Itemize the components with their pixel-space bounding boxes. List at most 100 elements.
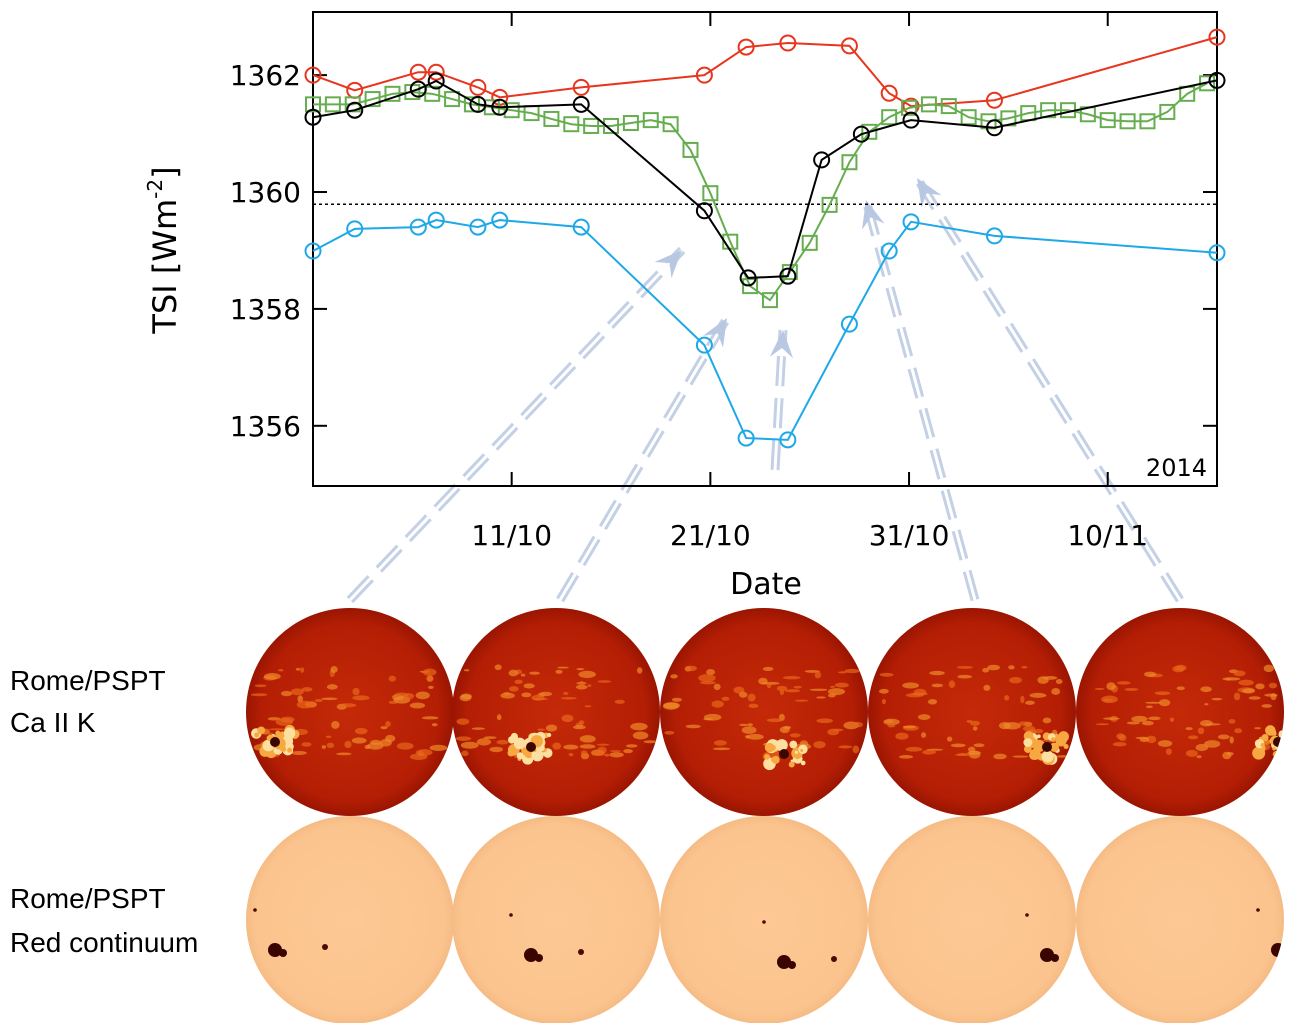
facula (785, 689, 800, 692)
facula (670, 674, 677, 678)
facula (287, 748, 292, 753)
facula (497, 714, 502, 720)
facula (422, 716, 439, 719)
facula (336, 753, 351, 756)
facula (1200, 686, 1212, 692)
facula (327, 743, 335, 749)
facula (1096, 723, 1109, 725)
facula (1284, 743, 1290, 755)
facula (355, 728, 368, 734)
facula (1242, 688, 1255, 693)
facula (580, 744, 596, 748)
facula (417, 751, 424, 757)
sunspot (1282, 949, 1290, 957)
facula (521, 674, 525, 677)
facula (828, 693, 836, 697)
facula (464, 669, 469, 671)
facula (1177, 686, 1185, 690)
facula (1264, 665, 1274, 672)
facula (957, 675, 972, 679)
facula (1009, 677, 1022, 683)
facula (903, 725, 916, 728)
facula (477, 738, 491, 745)
figure: 135613581360136211/1021/1031/1010/11Date… (0, 0, 1290, 1023)
facula (722, 697, 730, 701)
facula (1013, 755, 1029, 757)
facula (664, 731, 674, 735)
facula (739, 692, 747, 698)
facula (301, 742, 311, 746)
x-tick-label: 11/10 (471, 519, 552, 552)
facula (1145, 702, 1162, 704)
facula (704, 714, 722, 721)
facula (291, 688, 304, 695)
facula (1264, 694, 1277, 697)
facula (810, 689, 828, 691)
facula (1229, 736, 1233, 743)
facula (410, 703, 425, 709)
ca-disk (1076, 608, 1284, 816)
facula (291, 751, 307, 755)
facula (539, 692, 552, 696)
facula (853, 746, 860, 754)
facula (1043, 717, 1052, 723)
facula (835, 683, 849, 688)
facula (563, 745, 578, 750)
facula (521, 692, 531, 697)
facula (562, 715, 574, 723)
sunspot (762, 920, 766, 924)
facula (344, 741, 351, 748)
sunspot (253, 908, 257, 912)
facula (1229, 719, 1236, 724)
facula (1037, 676, 1048, 684)
y-axis-title: TSI [Wm-2] (143, 166, 184, 334)
facula (798, 745, 807, 754)
facula (508, 736, 516, 744)
facula (1144, 672, 1156, 677)
facula (1234, 728, 1242, 733)
facula (1140, 738, 1149, 742)
facula (280, 717, 294, 723)
y-tick-label: 1362 (230, 59, 301, 92)
facula (1172, 666, 1184, 672)
facula (1158, 740, 1172, 747)
continuum-disk (660, 816, 868, 1023)
facula (983, 685, 990, 691)
facula (1019, 721, 1029, 725)
continuum-disk (246, 816, 454, 1023)
facula (1148, 717, 1161, 721)
facula (339, 703, 357, 707)
facula (365, 745, 371, 749)
plage-core (1273, 737, 1283, 747)
facula (546, 725, 557, 732)
facula (1004, 695, 1009, 701)
facula (517, 752, 524, 759)
facula (569, 753, 574, 756)
facula (906, 747, 923, 752)
facula (326, 736, 332, 738)
facula (1196, 755, 1202, 758)
ca-disk (868, 608, 1076, 816)
plage-core (526, 742, 536, 752)
facula (789, 741, 797, 749)
plage-core (1042, 742, 1052, 752)
facula (1095, 688, 1105, 690)
facula (1188, 735, 1198, 739)
facula (578, 671, 596, 678)
facula (853, 722, 863, 727)
facula (1025, 701, 1035, 705)
facula (561, 697, 577, 700)
series-line (313, 83, 1207, 300)
facula (584, 705, 591, 707)
facula (800, 749, 803, 752)
facula (1234, 692, 1240, 700)
facula (389, 676, 396, 682)
facula (557, 667, 569, 669)
facula (1198, 727, 1204, 734)
ca-disk (246, 608, 454, 816)
facula (795, 751, 798, 754)
continuum-disk (1076, 816, 1284, 1023)
facula (509, 670, 519, 677)
row-label: Red continuum (10, 927, 198, 958)
facula (1233, 670, 1245, 676)
